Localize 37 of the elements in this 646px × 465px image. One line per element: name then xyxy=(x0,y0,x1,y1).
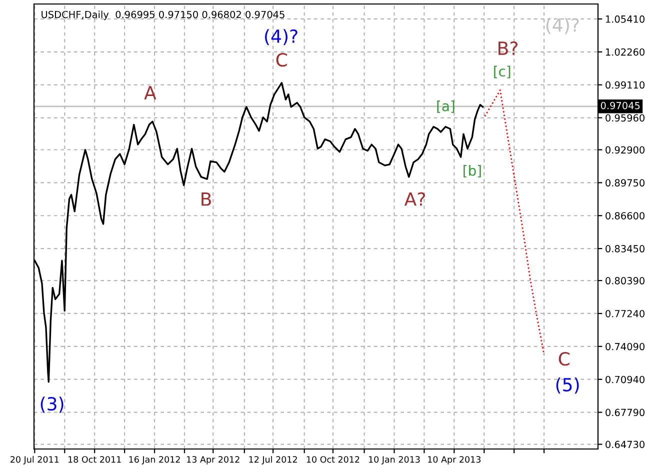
annotation: C xyxy=(558,352,570,366)
annotation: B xyxy=(202,192,211,206)
y-tick-label: 0.74090 xyxy=(606,342,645,350)
y-tick-label: 0.64730 xyxy=(606,440,645,448)
y-tick-label: 0.92900 xyxy=(606,146,645,154)
annotation: (4)? xyxy=(546,18,579,34)
x-tick-label: 10 Oct 2012 xyxy=(306,456,360,463)
y-tick-label: 0.67790 xyxy=(606,408,645,416)
y-tick-label: 1.05410 xyxy=(606,15,645,23)
y-tick-label: 0.80390 xyxy=(606,277,645,284)
annotation: [a] xyxy=(437,100,454,113)
annotation: (5) xyxy=(556,378,579,394)
annotation: B? xyxy=(498,41,518,55)
x-tick-label: 10 Jan 2013 xyxy=(368,456,420,464)
x-tick-label: 10 Apr 2013 xyxy=(428,456,481,464)
y-tick-label: 0.89750 xyxy=(606,179,645,187)
y-tick-label: 0.83450 xyxy=(606,245,645,252)
ref-line-label: 0.97045 xyxy=(600,102,640,110)
annotation: (3) xyxy=(40,396,64,413)
x-tick-label: 18 Oct 2011 xyxy=(68,456,121,463)
y-tick-label: 0.70940 xyxy=(606,376,645,384)
x-tick-label: 13 Apr 2012 xyxy=(187,456,240,464)
x-tick-label: 12 Jul 2012 xyxy=(249,456,297,464)
annotation: [c] xyxy=(494,66,510,78)
annotation: C xyxy=(276,52,287,67)
x-tick-label: 20 Jul 2011 xyxy=(10,456,59,464)
y-tick-label: 0.95960 xyxy=(606,114,645,122)
y-tick-label: 0.77240 xyxy=(606,310,645,318)
text: USDCHF,Daily 0.96995 0.97150 0.96802 0.97045 xyxy=(42,10,284,20)
annotation: (4)? xyxy=(265,29,298,46)
y-tick-label: 0.86600 xyxy=(606,212,645,220)
x-tick-label: 16 Jan 2012 xyxy=(129,456,180,464)
y-tick-label: 0.99110 xyxy=(606,81,645,89)
annotation: [b] xyxy=(464,165,481,178)
y-tick-label: 1.02260 xyxy=(606,48,645,56)
annotation: A? xyxy=(404,192,425,206)
annotation: A xyxy=(144,86,156,100)
